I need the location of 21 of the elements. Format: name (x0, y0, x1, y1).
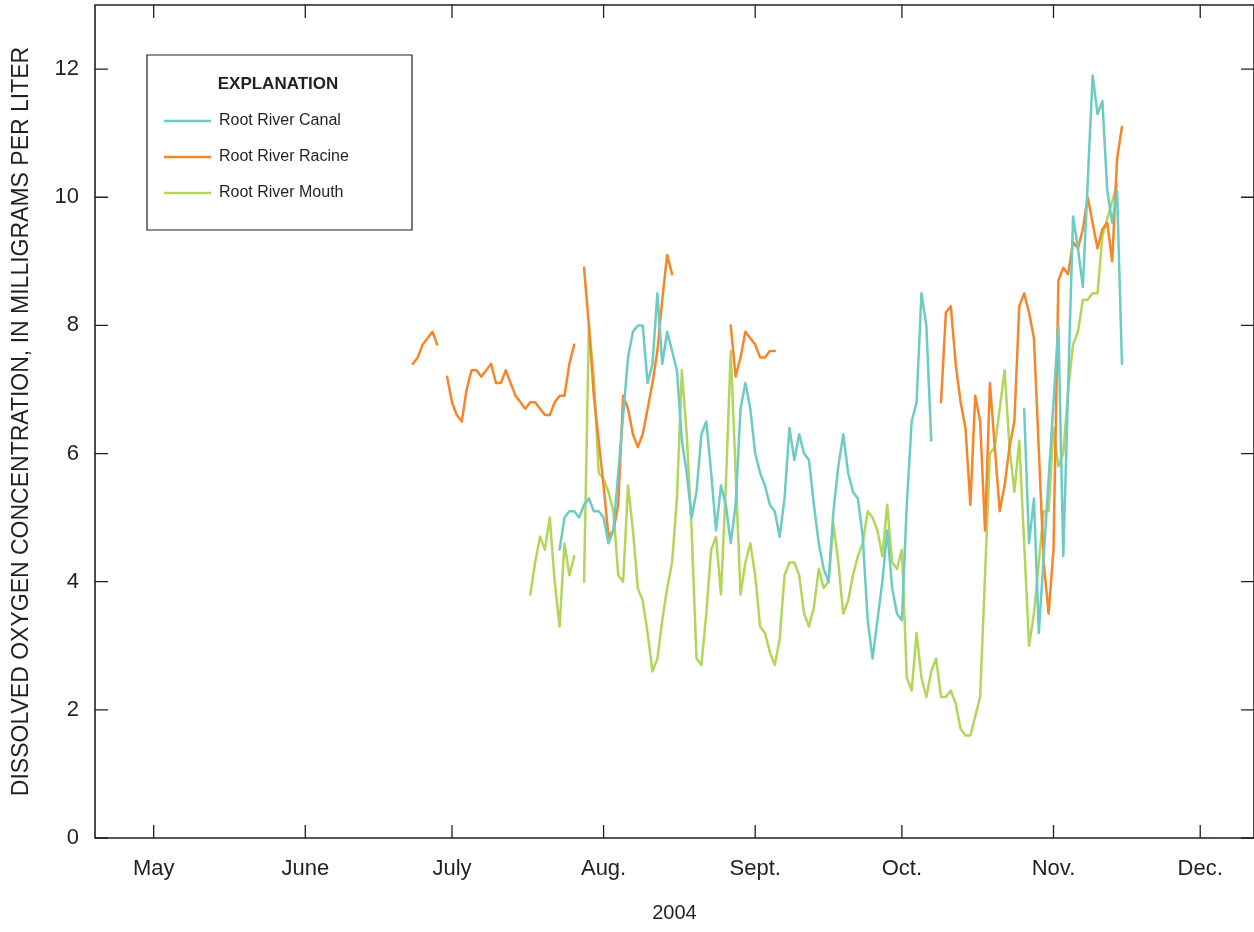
x-tick-label: Nov. (1031, 855, 1076, 881)
x-tick-label: Dec. (1177, 855, 1223, 881)
y-tick-label: 4 (66, 567, 79, 593)
y-tick-label: 0 (66, 824, 79, 850)
legend-label: Root River Canal (219, 111, 341, 129)
y-tick-label: 12 (54, 55, 79, 81)
legend-label: Root River Racine (219, 147, 349, 165)
legend-label: Root River Mouth (219, 183, 344, 201)
x-tick-label: Oct. (881, 855, 923, 881)
x-tick-label: June (281, 855, 330, 881)
y-tick-label: 8 (66, 311, 79, 337)
y-tick-label: 6 (66, 439, 79, 465)
x-tick-label: Sept. (729, 855, 781, 881)
x-axis-title: 2004 (652, 900, 697, 923)
x-tick-label: May (132, 855, 175, 881)
y-tick-label: 10 (54, 183, 79, 209)
x-tick-label: July (432, 855, 472, 881)
y-tick-label: 2 (66, 695, 79, 721)
y-axis-title: DISSOLVED OXYGEN CONCENTRATION, IN MILLIGRAMS PER LITER (7, 46, 34, 797)
legend-title: EXPLANATION (217, 74, 339, 94)
x-tick-label: Aug. (580, 855, 627, 881)
